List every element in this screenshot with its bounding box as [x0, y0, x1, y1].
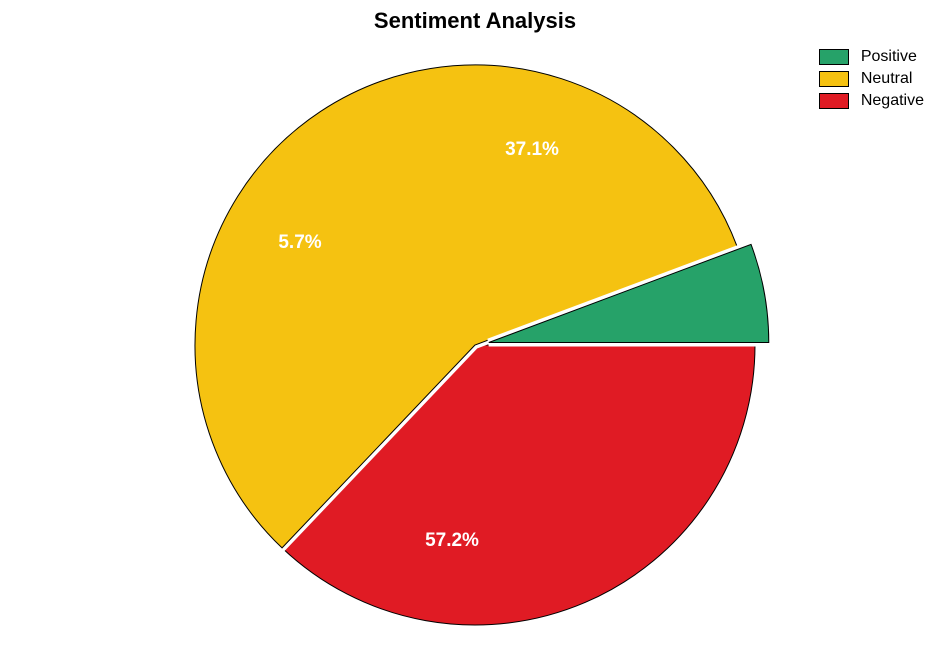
legend-item-positive: Positive	[819, 48, 924, 66]
slice-label-negative: 37.1%	[505, 139, 559, 161]
chart-container: Sentiment Analysis PositiveNeutralNegati…	[0, 0, 950, 662]
slice-label-positive: 5.7%	[278, 232, 321, 254]
legend-swatch-negative	[819, 93, 849, 109]
legend-label-positive: Positive	[861, 48, 917, 66]
legend-swatch-positive	[819, 49, 849, 65]
legend-item-neutral: Neutral	[819, 70, 924, 88]
legend-swatch-neutral	[819, 71, 849, 87]
legend-label-neutral: Neutral	[861, 70, 913, 88]
legend: Positive Neutral Negative	[819, 48, 924, 114]
pie-chart-svg	[0, 0, 950, 662]
slice-label-neutral: 57.2%	[425, 530, 479, 552]
legend-item-negative: Negative	[819, 92, 924, 110]
legend-label-negative: Negative	[861, 92, 924, 110]
